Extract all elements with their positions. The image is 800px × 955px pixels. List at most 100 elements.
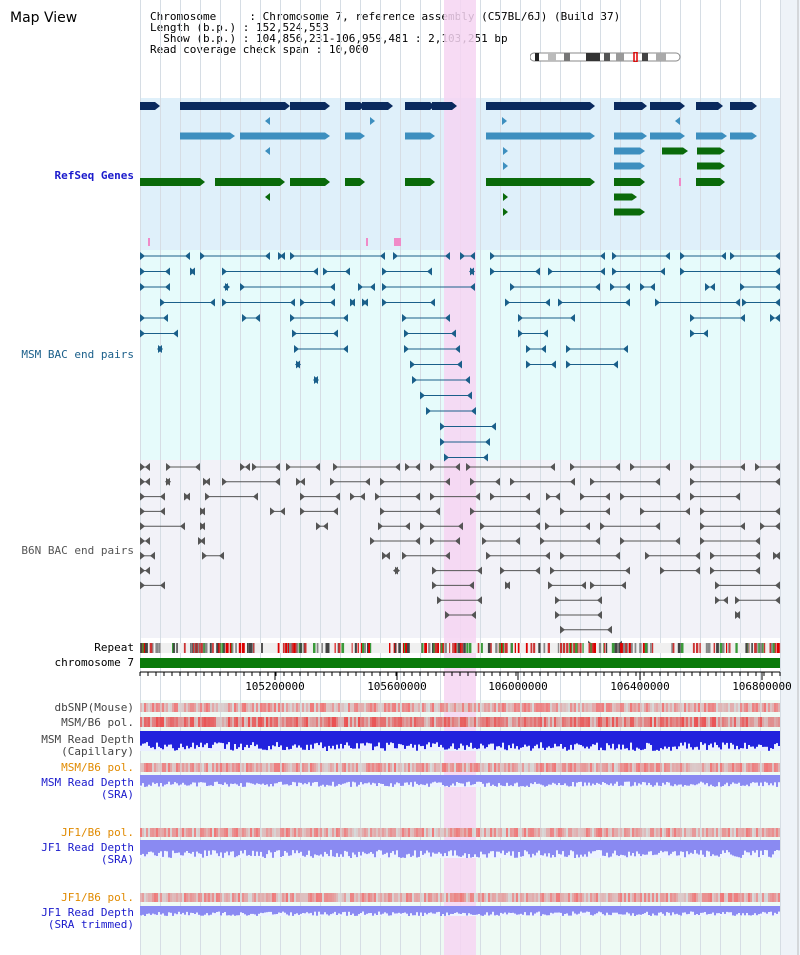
depth-bar — [588, 731, 590, 749]
depth-bar — [172, 775, 174, 785]
jf1-pol2-track-label[interactable]: JF1/B6 pol. — [61, 891, 134, 904]
polymorphism-cell — [274, 763, 276, 772]
depth-bar — [602, 906, 604, 915]
depth-bar — [726, 840, 728, 851]
polymorphism-cell — [674, 893, 676, 902]
polymorphism-cell — [658, 828, 660, 837]
msm-bac-pair-end — [665, 252, 670, 260]
repeat-element — [466, 643, 469, 653]
polymorphism-cell — [410, 893, 412, 902]
depth-bar — [594, 731, 596, 745]
depth-bar — [294, 906, 296, 915]
refseq-pink-mark — [394, 238, 401, 246]
depth-bar — [368, 731, 370, 744]
msm-b6-pol-track-label[interactable]: MSM/B6 pol. — [61, 716, 134, 729]
depth-bar — [178, 906, 180, 912]
depth-bar — [612, 840, 614, 854]
depth-bar — [356, 906, 358, 916]
depth-bar — [238, 731, 240, 748]
depth-bar — [648, 906, 650, 915]
repeat-element — [579, 643, 582, 653]
polymorphism-cell — [372, 828, 374, 837]
msm-bac-track-label[interactable]: MSM BAC end pairs — [21, 348, 134, 361]
depth-bar — [674, 731, 676, 747]
depth-bar — [236, 731, 238, 749]
polymorphism-cell — [478, 717, 480, 727]
polymorphism-cell — [446, 703, 448, 712]
polymorphism-cell — [532, 893, 534, 902]
depth-bar — [624, 906, 626, 915]
polymorphism-cell — [532, 763, 534, 772]
depth-bar — [746, 840, 748, 853]
polymorphism-cell — [746, 828, 748, 837]
depth-bar — [350, 840, 352, 858]
b6n-bac-pair-end — [580, 492, 585, 501]
polymorphism-cell — [164, 763, 166, 772]
depth-bar — [524, 906, 526, 913]
polymorphism-cell — [768, 763, 770, 772]
polymorphism-cell — [214, 703, 216, 712]
depth-bar — [208, 731, 210, 748]
b6n-bac-pair-end — [405, 522, 410, 531]
depth-bar — [602, 840, 604, 856]
polymorphism-cell — [258, 717, 260, 727]
repeat-element — [440, 643, 443, 653]
polymorphism-cell — [192, 828, 194, 837]
polymorphism-cell — [740, 703, 742, 712]
refseq-track-label[interactable]: RefSeq Genes — [54, 169, 134, 182]
polymorphism-cell — [298, 703, 300, 712]
depth-bar — [676, 906, 678, 914]
polymorphism-cell — [184, 703, 186, 712]
polymorphism-cell — [566, 763, 568, 772]
chromosome-ideogram[interactable] — [530, 52, 682, 62]
msm-bac-pair-end — [735, 298, 740, 307]
msm-depth-sra-label[interactable]: MSM Read Depth — [41, 776, 134, 789]
msm-bac-pair-end — [255, 314, 260, 322]
b6n-bac-pair-end — [140, 492, 145, 501]
jf1-depth-sra-label[interactable]: JF1 Read Depth — [41, 841, 134, 854]
depth-bar — [654, 906, 656, 916]
polymorphism-cell — [754, 828, 756, 837]
polymorphism-cell — [722, 717, 724, 727]
depth-bar — [520, 906, 522, 914]
repeat-track-label[interactable]: Repeat — [94, 641, 134, 654]
jf1-pol-track-label[interactable]: JF1/B6 pol. — [61, 826, 134, 839]
depth-bar — [230, 840, 232, 852]
depth-bar — [542, 840, 544, 856]
depth-bar — [534, 840, 536, 856]
polymorphism-cell — [164, 703, 166, 712]
depth-bar — [268, 840, 270, 851]
polymorphism-cell — [550, 893, 552, 902]
chromosome-track-label[interactable]: chromosome 7 — [54, 656, 134, 669]
depth-bar — [362, 840, 364, 852]
polymorphism-cell — [180, 717, 182, 727]
polymorphism-cell — [754, 893, 756, 902]
polymorphism-cell — [148, 893, 150, 902]
msm-b6-pol2-track-label[interactable]: MSM/B6 pol. — [61, 761, 134, 774]
polymorphism-cell — [186, 703, 188, 712]
depth-bar — [710, 731, 712, 744]
polymorphism-cell — [602, 717, 604, 727]
refseq-gene-mid — [240, 132, 325, 140]
msm-depth-capillary-label[interactable]: MSM Read Depth — [41, 733, 134, 746]
b6n-bac-track-label[interactable]: B6N BAC end pairs — [21, 544, 134, 557]
polymorphism-cell — [430, 703, 432, 712]
depth-bar — [450, 840, 452, 851]
polymorphism-cell — [764, 763, 766, 772]
depth-bar — [696, 731, 698, 747]
polymorphism-cell — [630, 703, 632, 712]
polymorphism-cell — [652, 717, 654, 727]
depth-bar — [690, 731, 692, 748]
polymorphism-cell — [162, 893, 164, 902]
polymorphism-cell — [182, 828, 184, 837]
b6n-bac-pair-end — [700, 522, 705, 531]
dbsnp-track-label[interactable]: dbSNP(Mouse) — [54, 701, 134, 714]
polymorphism-cell — [560, 717, 562, 727]
polymorphism-cell — [604, 893, 606, 902]
jf1-depth-trim-label[interactable]: JF1 Read Depth — [41, 906, 134, 919]
depth-bar — [296, 840, 298, 851]
repeat-element — [539, 643, 541, 653]
polymorphism-cell — [602, 828, 604, 837]
